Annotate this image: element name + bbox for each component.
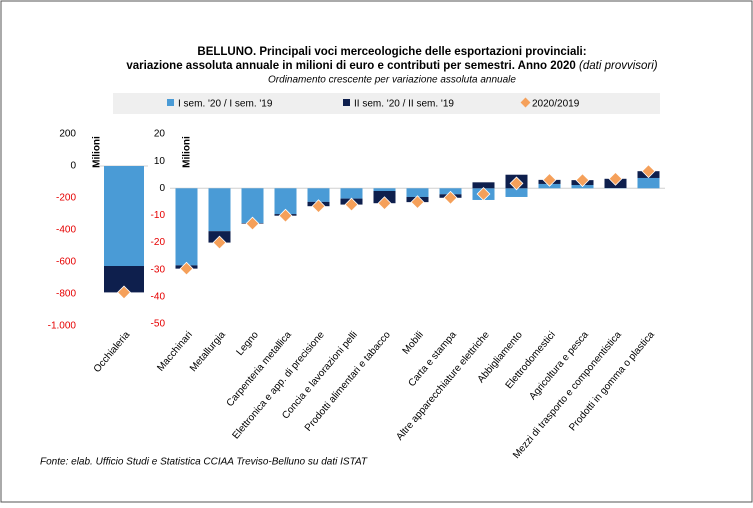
y-tick-label: -600 [56, 257, 76, 268]
source: Fonte: elab. Ufficio Studi e Statistica … [40, 457, 368, 468]
bar-segment [341, 188, 363, 198]
chart-title: BELLUNO. Principali voci merceologiche d… [197, 46, 586, 58]
bar-segment [374, 188, 396, 191]
y-tick-label: 0 [159, 183, 165, 194]
y-tick-label: -400 [56, 225, 76, 236]
title-line: variazione assoluta annuale in milioni d… [126, 60, 575, 72]
subtitle: Ordinamento crescente per variazione ass… [268, 75, 516, 86]
title-note: (dati provvisori) [579, 60, 658, 72]
y-tick-label: 10 [154, 156, 166, 167]
legend-label: I sem. '20 / I sem. '19 [178, 99, 273, 110]
y-tick-label: -800 [56, 289, 76, 300]
legend-label: II sem. '20 / II sem. '19 [354, 99, 454, 110]
y-tick-label: -40 [151, 291, 166, 302]
legend-label: 2020/2019 [532, 99, 580, 110]
y-tick-label: 200 [59, 129, 76, 140]
bar-segment [638, 178, 660, 188]
legend-swatch [167, 99, 174, 106]
y-tick-label: -10 [151, 210, 166, 221]
bar-segment [104, 166, 144, 266]
y-tick-label: -200 [56, 193, 76, 204]
legend-swatch [343, 99, 350, 106]
y-tick-label: -30 [151, 264, 166, 275]
y-tick-label: -20 [151, 237, 166, 248]
bar-segment [209, 188, 231, 231]
y-axis-label: Milioni [92, 136, 103, 168]
y-axis-label: Milioni [182, 136, 193, 168]
y-tick-label: -50 [151, 319, 166, 330]
y-tick-label: 0 [70, 161, 76, 172]
chart-title: variazione assoluta annuale in milioni d… [126, 60, 657, 72]
y-tick-label: -1.000 [48, 321, 77, 332]
y-tick-label: 20 [154, 129, 166, 140]
bar-segment [176, 188, 198, 265]
